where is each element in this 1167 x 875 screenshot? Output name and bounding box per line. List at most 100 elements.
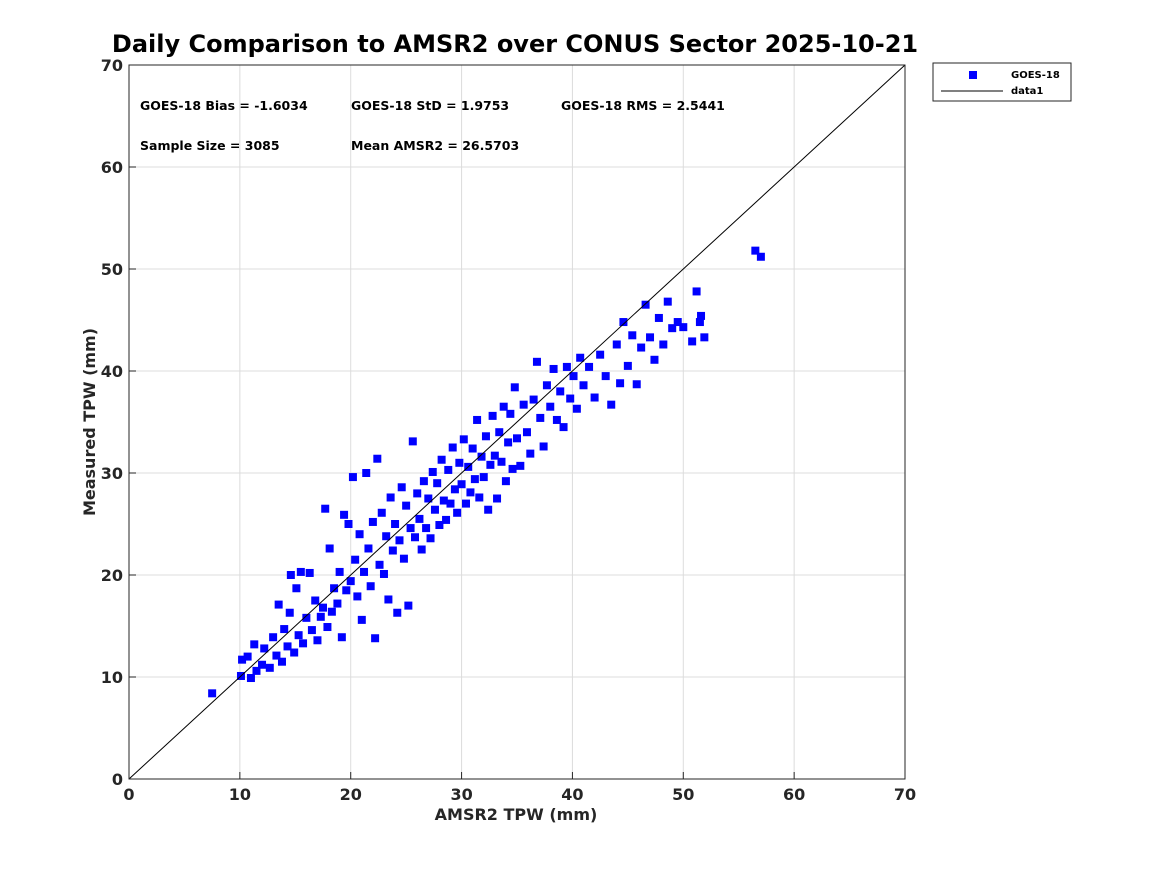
data-point xyxy=(462,499,471,508)
data-point xyxy=(272,651,281,660)
y-tick-label: 0 xyxy=(112,770,123,789)
data-point xyxy=(700,333,709,342)
data-point xyxy=(269,633,278,642)
x-axis-ticks: 0 10 20 30 40 50 60 70 xyxy=(123,772,916,804)
data-point xyxy=(566,394,575,403)
data-point xyxy=(344,520,353,528)
data-point xyxy=(529,395,538,404)
data-point xyxy=(650,355,659,364)
y-tick-label: 10 xyxy=(101,668,123,687)
chart-title: Daily Comparison to AMSR2 over CONUS Sec… xyxy=(112,30,918,58)
data-point xyxy=(325,544,334,553)
x-tick-label: 60 xyxy=(783,785,805,804)
data-point xyxy=(513,434,521,443)
data-point xyxy=(596,350,605,359)
data-point xyxy=(751,246,760,255)
data-point xyxy=(646,333,655,342)
data-point xyxy=(641,300,650,309)
data-point xyxy=(302,613,311,622)
x-tick-label: 30 xyxy=(450,785,472,804)
data-point xyxy=(446,499,455,508)
data-point xyxy=(366,582,375,591)
data-point xyxy=(506,409,515,418)
data-point xyxy=(335,567,344,576)
data-point xyxy=(208,689,217,698)
data-point xyxy=(399,554,408,563)
data-point xyxy=(313,636,322,645)
data-point xyxy=(283,642,292,651)
x-tick-label: 40 xyxy=(561,785,583,804)
data-point xyxy=(321,504,330,513)
data-point xyxy=(391,520,400,528)
data-point xyxy=(371,634,380,643)
stat-rms: GOES-18 RMS = 2.5441 xyxy=(561,98,725,113)
stat-bias: GOES-18 Bias = -1.6034 xyxy=(140,98,308,113)
data-point xyxy=(379,569,388,578)
data-point xyxy=(307,626,316,635)
y-tick-label: 20 xyxy=(101,566,123,585)
x-tick-label: 10 xyxy=(229,785,251,804)
data-point xyxy=(490,451,499,460)
reference-line xyxy=(128,64,906,780)
data-point xyxy=(497,457,506,466)
data-point xyxy=(532,357,541,366)
data-point xyxy=(404,601,413,610)
data-point xyxy=(475,493,484,502)
data-point xyxy=(323,623,332,632)
data-point xyxy=(488,411,497,420)
legend: GOES-18 data1 xyxy=(932,62,1072,102)
data-point xyxy=(377,508,386,517)
data-point xyxy=(330,584,339,593)
data-point xyxy=(373,454,382,463)
data-point xyxy=(435,521,444,530)
legend-goes18-marker xyxy=(969,71,977,79)
data-point xyxy=(522,428,531,437)
data-point xyxy=(499,402,508,411)
data-point xyxy=(493,494,502,503)
data-point xyxy=(424,494,433,503)
data-point xyxy=(612,340,621,349)
data-point xyxy=(559,423,568,432)
axes-box xyxy=(128,64,906,780)
x-tick-label: 70 xyxy=(894,785,916,804)
data-point xyxy=(654,313,663,322)
y-tick-label: 50 xyxy=(101,260,123,279)
data-point xyxy=(486,460,495,469)
data-point xyxy=(290,648,299,657)
data-point xyxy=(364,544,373,553)
data-point xyxy=(632,380,641,389)
data-point xyxy=(252,666,261,675)
legend-goes18-label: GOES-18 xyxy=(1011,70,1060,81)
data-point xyxy=(569,372,578,381)
x-tick-label: 50 xyxy=(672,785,694,804)
data-point xyxy=(348,473,357,482)
data-point xyxy=(679,323,688,332)
data-point xyxy=(552,415,561,424)
data-point xyxy=(406,524,415,533)
data-point xyxy=(448,443,457,452)
data-point xyxy=(572,404,581,413)
data-point xyxy=(340,510,349,519)
data-point xyxy=(455,458,464,467)
x-tick-label: 0 xyxy=(123,785,134,804)
data-point xyxy=(408,437,417,446)
data-point xyxy=(444,465,453,474)
data-point xyxy=(668,324,677,333)
data-point xyxy=(508,464,517,473)
data-point xyxy=(601,372,610,381)
data-point xyxy=(526,449,535,458)
data-point xyxy=(386,493,395,502)
data-point xyxy=(481,432,490,441)
data-point xyxy=(294,631,303,640)
y-axis-label: Measured TPW (mm) xyxy=(80,328,99,516)
data-point xyxy=(362,469,371,477)
data-point xyxy=(274,600,283,609)
data-point xyxy=(411,533,420,542)
data-point xyxy=(542,381,551,390)
data-point xyxy=(539,442,548,451)
data-point xyxy=(430,505,439,514)
data-point xyxy=(479,473,488,482)
data-point xyxy=(576,353,585,362)
data-point xyxy=(397,483,406,492)
data-point xyxy=(536,413,545,422)
